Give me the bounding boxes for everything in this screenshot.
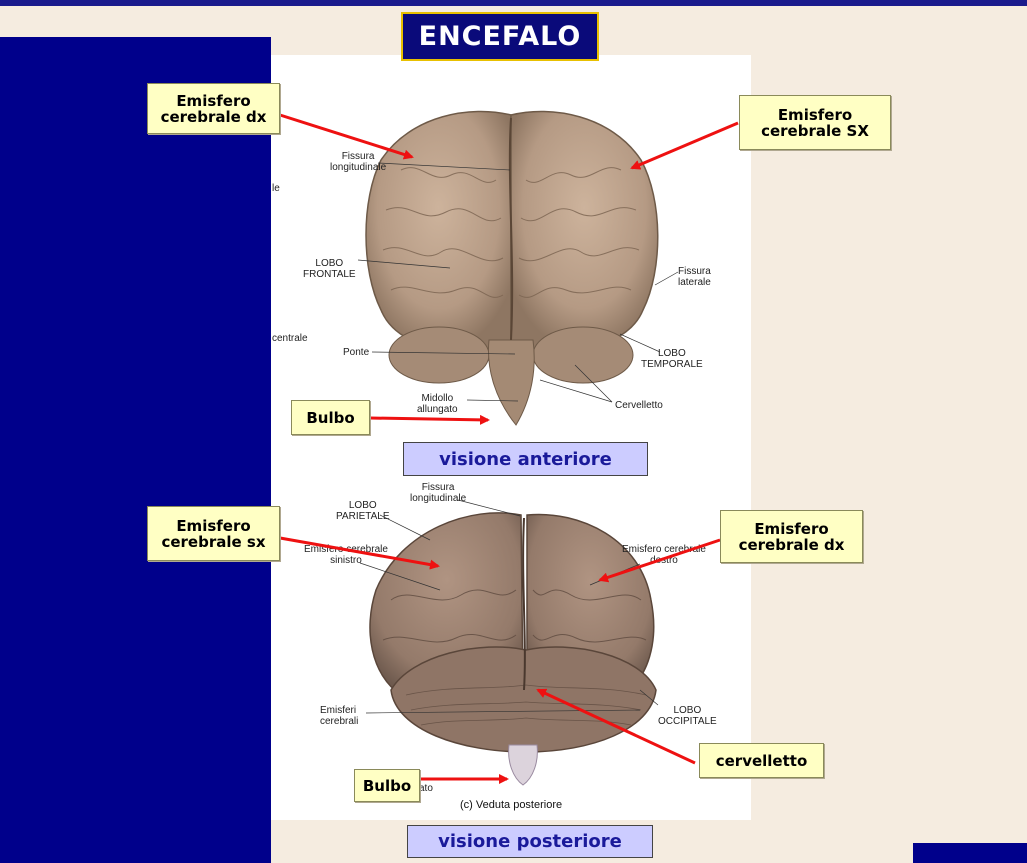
label-edge-centrale: centrale xyxy=(272,333,308,344)
caption-visione-anteriore: visione anteriore xyxy=(403,442,648,476)
label-line: FRONTALE xyxy=(303,269,356,280)
leader-line xyxy=(379,514,431,541)
callout-line: Emisfero xyxy=(777,105,853,124)
label-line: Emisfero cerebrale xyxy=(622,544,706,555)
label-edge-le: le xyxy=(272,183,280,194)
label-line: cerebrali xyxy=(320,716,359,727)
label-midollo-allungato: Midollo allungato xyxy=(417,393,458,415)
label-line: longitudinale xyxy=(330,162,387,173)
callout-line: Emisfero xyxy=(754,519,829,538)
label-cervelletto-figure: Cervelletto xyxy=(615,400,663,411)
label-fissura-longitudinale-posterior: Fissura longitudinale xyxy=(410,482,466,504)
label-line: allungato xyxy=(417,404,458,415)
label-edge-ato: ato xyxy=(419,783,433,794)
figure-caption-posterior: (c) Veduta posteriore xyxy=(460,799,563,811)
leader-line xyxy=(466,399,519,402)
label-emisfero-cerebrale-destro: Emisfero cerebrale destro xyxy=(622,544,706,566)
callout-line: Emisfero xyxy=(176,91,251,110)
label-lobo-occipitale: LOBO OCCIPITALE xyxy=(658,705,717,727)
caption-visione-posteriore: visione posteriore xyxy=(407,825,653,858)
callout-cervelletto: cervelletto xyxy=(699,743,824,778)
label-fissura-longitudinale-anterior: Fissura longitudinale xyxy=(330,151,386,173)
brain-posterior-image xyxy=(369,512,657,786)
callout-line: cerebrale dx xyxy=(738,535,845,554)
label-line: sinistro xyxy=(330,555,362,566)
label-line: Midollo xyxy=(421,393,454,404)
label-line: LOBO xyxy=(657,348,686,359)
arrow-emisfero-dx-posterior xyxy=(598,538,721,583)
label-lobo-temporale: LOBO TEMPORALE xyxy=(641,348,703,370)
arrow-emisfero-dx-anterior xyxy=(279,113,414,160)
callout-emisfero-cerebrale-dx-posterior: Emisfero cerebrale dx xyxy=(720,510,863,563)
top-stripe xyxy=(0,0,1027,6)
left-navy-panel xyxy=(0,37,271,863)
arrow-emisfero-sx-anterior xyxy=(630,121,739,170)
label-ponte: Ponte xyxy=(343,347,370,358)
callout-emisfero-cerebrale-dx-anterior: Emisfero cerebrale dx xyxy=(147,83,280,134)
callout-emisfero-cerebrale-sx-posterior: Emisfero cerebrale sx xyxy=(147,506,280,561)
leader-line xyxy=(639,689,659,706)
label-emisferi-cerebrali: Emisferi cerebrali xyxy=(320,705,358,727)
label-line: LOBO xyxy=(315,258,344,269)
corner-navy-block xyxy=(913,843,1027,863)
leader-line xyxy=(371,351,516,355)
label-line: destro xyxy=(650,555,678,566)
leader-line xyxy=(359,562,441,591)
label-line: longitudinale xyxy=(410,493,467,504)
page-title: ENCEFALO xyxy=(401,12,599,61)
callout-line: cerebrale sx xyxy=(161,532,266,551)
label-lobo-parietale: LOBO PARIETALE xyxy=(336,500,390,522)
leader-line xyxy=(619,333,661,353)
callout-bulbo-anterior: Bulbo xyxy=(291,400,370,435)
callout-line: cerebrale dx xyxy=(160,107,267,126)
label-line: Fissura xyxy=(341,151,375,162)
arrow-emisfero-sx-posterior xyxy=(279,536,440,570)
leader-line xyxy=(654,271,679,286)
callout-line: Emisfero xyxy=(176,516,251,535)
label-line: LOBO xyxy=(673,705,702,716)
leader-line xyxy=(539,379,613,403)
callout-emisfero-cerebrale-sx-anterior: Emisfero cerebrale SX xyxy=(739,95,891,150)
leader-line xyxy=(574,364,613,403)
leader-line xyxy=(357,259,451,269)
label-line: Emisferi xyxy=(320,705,357,716)
label-line: LOBO xyxy=(348,500,377,511)
leader-line xyxy=(457,499,521,517)
leader-line xyxy=(377,162,511,171)
label-line: TEMPORALE xyxy=(641,359,703,370)
arrow-cervelletto xyxy=(536,688,696,765)
arrow-bulbo-anterior xyxy=(369,414,490,425)
brain-anterior-image xyxy=(365,110,659,426)
label-line: Fissura xyxy=(678,266,711,277)
label-line: laterale xyxy=(678,277,711,288)
label-line: PARIETALE xyxy=(336,511,390,522)
label-line: Fissura xyxy=(421,482,455,493)
label-lobo-frontale: LOBO FRONTALE xyxy=(303,258,356,280)
callout-bulbo-posterior: Bulbo xyxy=(354,769,420,802)
callout-line: cerebrale SX xyxy=(761,121,869,140)
leader-line xyxy=(365,709,641,714)
label-fissura-laterale: Fissura laterale xyxy=(678,266,711,288)
label-line: OCCIPITALE xyxy=(658,716,717,727)
